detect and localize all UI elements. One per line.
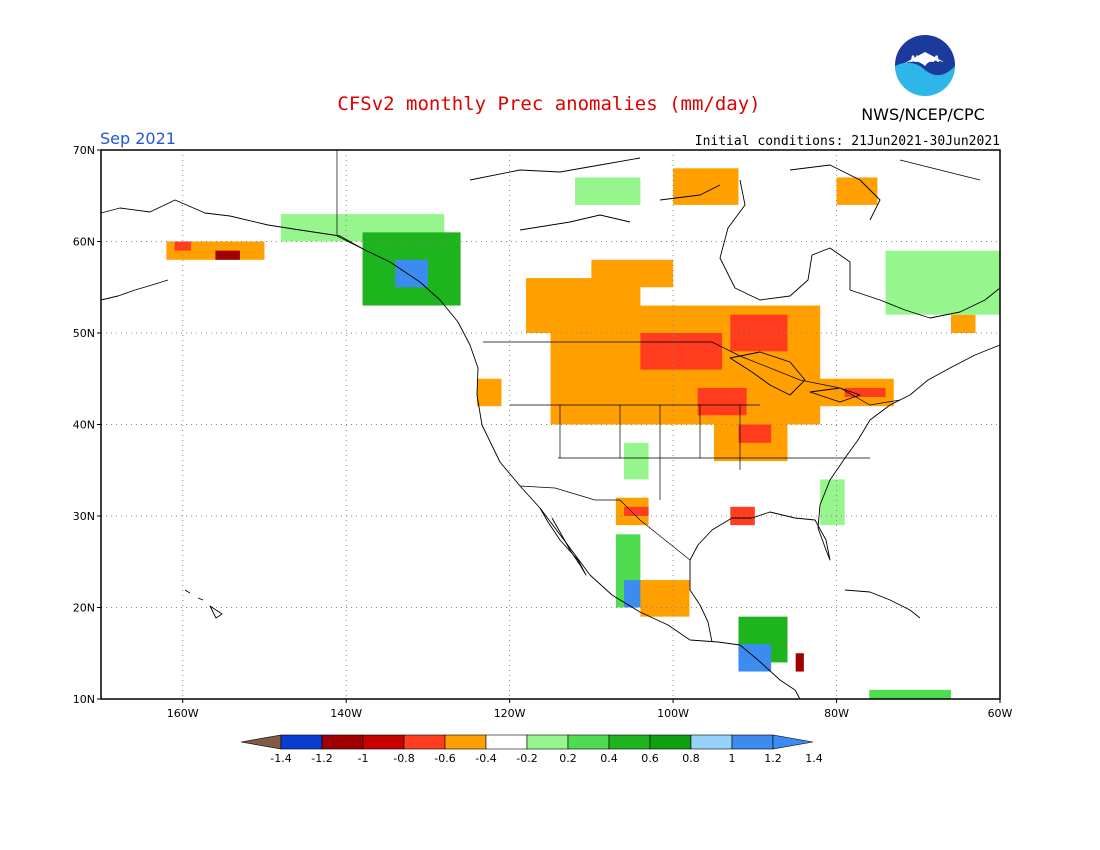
lat-tick-label: 40N	[73, 419, 95, 432]
colorbar-label: 1.4	[805, 752, 823, 765]
noaa-logo-icon: NOAA	[895, 35, 955, 96]
colorbar-swatch	[526, 734, 569, 750]
colorbar-label: 0.4	[600, 752, 618, 765]
initial-conditions-label: Initial conditions: 21Jun2021-30Jun2021	[695, 134, 1000, 149]
lon-tick-label: 60W	[988, 707, 1013, 720]
anomaly-nunavut-dry	[591, 259, 674, 288]
arctic-islands-outline	[469, 157, 981, 231]
us-canada-border	[483, 341, 901, 406]
lat-tick-label: 60N	[73, 236, 95, 249]
colorbar-swatch	[608, 734, 651, 750]
anomaly-central-america-red	[795, 653, 804, 672]
lon-tick-label: 100W	[657, 707, 689, 720]
colorbar-label: 1	[729, 752, 736, 765]
lat-tick-label: 50N	[73, 327, 95, 340]
colorbar-label: 0.6	[641, 752, 659, 765]
anomaly-mexico-coast-blue	[624, 580, 641, 608]
colorbar-label: -1.2	[311, 752, 332, 765]
north-america-coastline	[100, 199, 801, 700]
colorbar-swatch	[444, 734, 487, 750]
colorbar-label: 1.2	[764, 752, 782, 765]
colorbar-label: 0.8	[682, 752, 700, 765]
lat-tick-label: 30N	[73, 510, 95, 523]
anomaly-iowa-core	[697, 387, 747, 416]
lon-tick-label: 140W	[330, 707, 362, 720]
anomaly-map	[100, 149, 1001, 700]
lat-tick-label: 70N	[73, 144, 95, 157]
colorbar-swatch	[280, 734, 323, 750]
colorbar-swatch	[690, 734, 733, 750]
lat-tick-label: 20N	[73, 602, 95, 615]
great-lakes-outline	[729, 351, 861, 403]
anomaly-caribbean-wet	[869, 689, 951, 699]
anomaly-alaska-core	[215, 250, 240, 260]
figure-title: CFSv2 monthly Prec anomalies (mm/day)	[337, 93, 760, 115]
anomaly-north-dakota-minnesota-core	[640, 333, 723, 370]
colorbar: -1.4 -1.2 -1 -0.8 -0.6 -0.4 -0.2 0.2 0.4 0.6 0.8 1 1…	[240, 734, 823, 765]
labrador-coastline	[849, 287, 1001, 319]
anomaly-southeast-wet	[820, 479, 845, 526]
lon-tick-label: 160W	[167, 707, 199, 720]
lat-tick-label: 10N	[73, 693, 95, 706]
hudson-bay-coastline	[719, 179, 851, 301]
anomaly-new-york-core	[844, 387, 886, 398]
colorbar-label: -1	[358, 752, 369, 765]
agency-label: NWS/NCEP/CPC	[861, 105, 985, 124]
anomaly-mexico-dry	[640, 580, 690, 617]
hawaii-outline	[184, 589, 223, 619]
lon-tick-label: 80W	[824, 707, 849, 720]
colorbar-swatch	[567, 734, 610, 750]
anomaly-ontario-core	[730, 314, 788, 352]
anomaly-hudson-bay-dry	[673, 168, 739, 205]
anomaly-quebec-labrador-wet	[885, 250, 1000, 315]
axis-ticks: 70N 60N 50N 40N 30N 20N 10N 160W 140W 120W 100W 80W…	[73, 144, 1013, 720]
coastlines	[100, 157, 1001, 700]
anomaly-four-corners-wet	[624, 442, 649, 480]
colorbar-label: -0.2	[516, 752, 537, 765]
us-mexico-border	[519, 485, 691, 561]
colorbar-swatch	[362, 734, 405, 750]
baja-coastline	[539, 507, 587, 576]
anomaly-bc-coast-core	[395, 259, 428, 288]
valid-month-label: Sep 2021	[100, 129, 176, 148]
gulf-coastline	[689, 344, 1001, 643]
aleutian-outline	[100, 279, 169, 301]
cuba-outline	[844, 589, 921, 619]
anomaly-indiana-core	[738, 424, 772, 443]
colorbar-swatch	[731, 734, 774, 750]
colorbar-swatch	[321, 734, 364, 750]
political-borders	[336, 150, 901, 561]
anomaly-northwest-us-dry	[476, 378, 502, 407]
alaska-canada-border	[336, 150, 366, 251]
anomaly-alaska-west-core	[174, 241, 191, 251]
noaa-logo-text: NOAA	[910, 55, 939, 65]
colorbar-under-arrow	[240, 734, 282, 750]
us-state-lines	[510, 404, 870, 500]
colorbar-label: -0.4	[475, 752, 496, 765]
colorbar-label: -1.4	[270, 752, 291, 765]
anomaly-nunavut-north-wet	[575, 177, 641, 205]
colorbar-swatch	[403, 734, 446, 750]
colorbar-label: -0.8	[393, 752, 414, 765]
colorbar-label: -0.6	[434, 752, 455, 765]
colorbar-swatch	[649, 734, 692, 750]
colorbar-swatch	[485, 734, 528, 750]
lon-tick-label: 120W	[494, 707, 526, 720]
colorbar-over-arrow	[772, 734, 814, 750]
colorbar-label: 0.2	[559, 752, 577, 765]
anomaly-gulf-coast-dry	[730, 506, 755, 526]
anomaly-labrador-dry	[950, 314, 976, 333]
anomaly-texas-core	[624, 506, 649, 516]
